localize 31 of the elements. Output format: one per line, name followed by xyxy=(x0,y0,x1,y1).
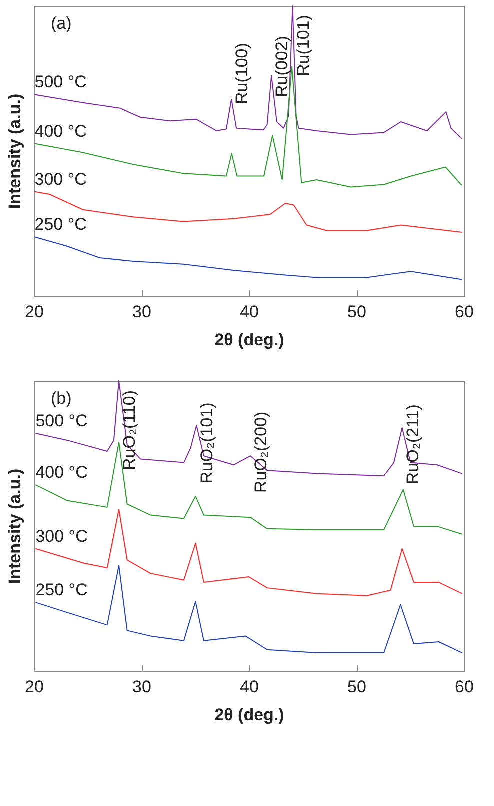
x-tick-label: 40 xyxy=(240,302,259,322)
x-tick-label: 30 xyxy=(132,678,152,696)
series-label: 500 °C xyxy=(36,411,88,430)
x-axis-title: 2θ (deg.) xyxy=(214,330,284,350)
annotation: Ru(100) xyxy=(232,43,252,105)
series-label: 250 °C xyxy=(36,580,88,600)
series-label: 500 °C xyxy=(34,72,87,92)
series-label: 400 °C xyxy=(36,463,88,482)
x-tick-label: 50 xyxy=(348,678,366,696)
x-tick-label: 20 xyxy=(25,302,44,322)
series-label: 300 °C xyxy=(36,526,88,546)
annotation: Ru(101) xyxy=(294,15,313,76)
series-label: 250 °C xyxy=(34,215,87,234)
annotation: Ru(002) xyxy=(272,36,292,98)
series-label: 400 °C xyxy=(34,122,87,141)
x-tick-label: 20 xyxy=(25,678,44,696)
y-axis-title: Intensity (a.u.) xyxy=(6,94,24,210)
text: (b) xyxy=(51,389,72,408)
x-axis-title: 2θ (deg.) xyxy=(214,706,284,724)
x-tick-label: 50 xyxy=(348,302,366,322)
y-axis-title: Intensity (a.u.) xyxy=(6,468,24,584)
text: (a) xyxy=(51,14,72,33)
series-label: 300 °C xyxy=(34,170,87,189)
annotation: RuO₂(200) xyxy=(252,412,271,494)
x-tick-label: 40 xyxy=(240,678,259,696)
x-tick-label: 60 xyxy=(455,302,474,322)
annotation: RuO₂(101) xyxy=(198,402,217,484)
annotation: RuO₂(211) xyxy=(403,404,422,485)
x-tick-label: 30 xyxy=(132,302,152,322)
annotation: RuO₂(110) xyxy=(120,390,140,470)
x-tick-label: 60 xyxy=(455,678,474,696)
